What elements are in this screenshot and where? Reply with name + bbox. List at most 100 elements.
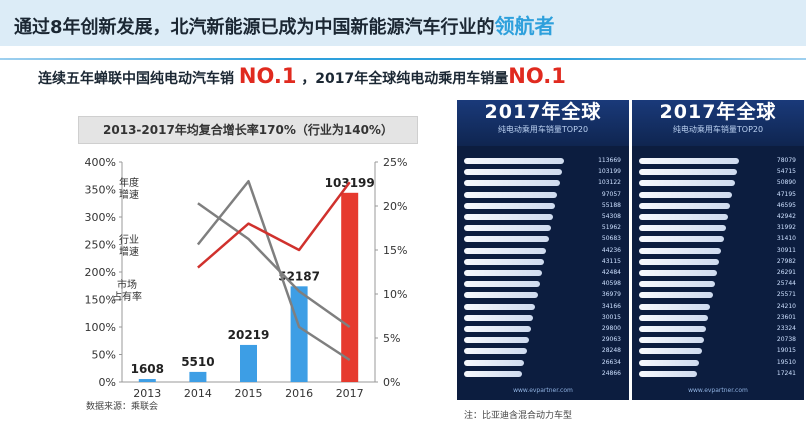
ranking-bar: [464, 270, 542, 276]
ranking-bar: [639, 359, 700, 366]
x-tick-label: 2016: [285, 387, 313, 400]
ranking-value: 26291: [776, 269, 796, 276]
ranking-bar: [639, 191, 733, 198]
ranking-value: 42484: [601, 269, 621, 276]
page-title: 通过8年创新发展，北汽新能源已成为中国新能源汽车行业的领航者: [14, 10, 555, 39]
subtitle-part1: 连续五年蝉联中国纯电动汽车销: [38, 71, 234, 87]
line-series-label: 年度: [119, 176, 139, 189]
bar: [290, 286, 308, 382]
left-tick-label: 400%: [85, 156, 116, 169]
ranking-value: 54308: [601, 213, 621, 220]
ranking-value: 30015: [601, 313, 621, 321]
left-tick-label: 0%: [99, 376, 116, 389]
ranking-value: 54715: [776, 168, 796, 176]
ranking-bar: [639, 314, 709, 321]
left-tick-label: 300%: [85, 211, 116, 224]
ranking-bar: [464, 370, 523, 377]
ranking-bar: [639, 370, 698, 377]
ranking-value: 24210: [776, 302, 796, 310]
ranking-bar: [639, 236, 724, 243]
ranking-value: 29800: [601, 325, 621, 332]
ranking-bar: [464, 303, 536, 310]
ranking-value: 50890: [776, 179, 796, 187]
ranking-bar: [464, 292, 538, 299]
bar: [341, 192, 359, 382]
ranking-value: 25571: [776, 291, 796, 299]
subtitle-part2: ，2017年全球纯电动乘用车销量: [301, 71, 509, 87]
ranking-value: 31992: [776, 224, 796, 232]
subtitle: 连续五年蝉联中国纯电动汽车销 NO.1 ，2017年全球纯电动乘用车销量NO.1: [38, 64, 566, 88]
ranking-bar: [464, 191, 558, 198]
ranking-value: 28248: [601, 347, 621, 355]
ranking-value: 26634: [601, 358, 621, 366]
line-series: [197, 202, 351, 329]
chart-title: 2013-2017年均复合增长率170%（行业为140%）: [78, 116, 418, 144]
ranking-value: 23601: [776, 313, 796, 321]
page-title-highlight: 领航者: [494, 14, 555, 38]
left-tick-label: 50%: [92, 349, 116, 362]
ranking-image-right: 2017年全球 纯电动乘用车销量TOP20 78079 54715 50890 47195…: [632, 100, 804, 400]
ranking-bar: [464, 337, 529, 344]
right-tick-label: 15%: [383, 244, 407, 257]
subtitle-no1-b: NO.1: [508, 64, 566, 88]
ranking-bar: [464, 214, 553, 220]
ranking-value: 20738: [776, 336, 796, 344]
x-tick-label: 2014: [184, 387, 212, 400]
ranking-bar: [464, 180, 560, 187]
ranking-bar: [464, 281, 540, 288]
ranking-title: 2017年全球: [484, 101, 602, 123]
ranking-value: 36979: [601, 291, 621, 299]
ranking-value: 55188: [601, 201, 621, 209]
ranking-bar: [464, 158, 564, 164]
line-series: [196, 180, 351, 362]
ranking-value: 78079: [776, 157, 796, 164]
ranking-value: 24866: [601, 369, 621, 377]
left-tick-label: 200%: [85, 266, 116, 279]
chart-svg: 0% 50% 100% 150% 200% 250% 300% 350% 400% 0% 5% 10%…: [85, 156, 408, 400]
right-tick-label: 5%: [383, 332, 400, 345]
ranking-title: 2017年全球: [659, 101, 777, 123]
left-tick-label: 250%: [85, 239, 116, 252]
ranking-subtitle: 纯电动乘用车销量TOP20: [497, 125, 589, 134]
bar-data-label: 5510: [181, 355, 214, 369]
ranking-bar: [639, 169, 737, 176]
ranking-bar: [639, 214, 728, 220]
bar: [189, 371, 207, 382]
ranking-bar: [639, 281, 715, 288]
line-series-label: 市场: [117, 278, 137, 291]
ranking-value: 42942: [776, 213, 796, 220]
ranking-bar: [464, 247, 547, 254]
left-tick-label: 100%: [85, 321, 116, 334]
line-series-label: 行业: [119, 233, 139, 246]
ranking-bar: [464, 202, 556, 209]
ranking-value: 46595: [776, 201, 796, 209]
ranking-bar: [639, 326, 706, 332]
bar-data-label: 20219: [228, 328, 270, 342]
ranking-value: 40598: [601, 280, 621, 288]
ranking-value: 103199: [598, 168, 621, 176]
accent-divider: [0, 58, 806, 60]
ranking-bar: [464, 359, 525, 366]
ranking-value: 34166: [601, 302, 621, 310]
ranking-bar: [639, 225, 726, 232]
ranking-site: www.evpartner.com: [688, 387, 748, 394]
ranking-value: 103122: [598, 179, 621, 187]
ranking-bar: [464, 326, 531, 332]
bar: [240, 344, 257, 382]
ranking-bar: [639, 247, 722, 254]
ranking-bar: [639, 180, 735, 187]
ranking-value: 23324: [776, 325, 796, 332]
ranking-bar: [639, 303, 711, 310]
right-tick-label: 0%: [383, 376, 400, 389]
left-tick-label: 350%: [85, 184, 116, 197]
ranking-bar: [639, 337, 704, 344]
ranking-value: 30911: [776, 246, 796, 254]
ranking-bar: [639, 202, 731, 209]
right-tick-label: 25%: [383, 156, 407, 169]
ranking-value: 29063: [601, 336, 621, 344]
subtitle-no1-a: NO.1: [238, 64, 297, 88]
ranking-bar: [639, 348, 702, 355]
ranking-bar: [639, 270, 717, 276]
header-bar: [0, 0, 806, 46]
ranking-value: 113669: [598, 157, 621, 164]
